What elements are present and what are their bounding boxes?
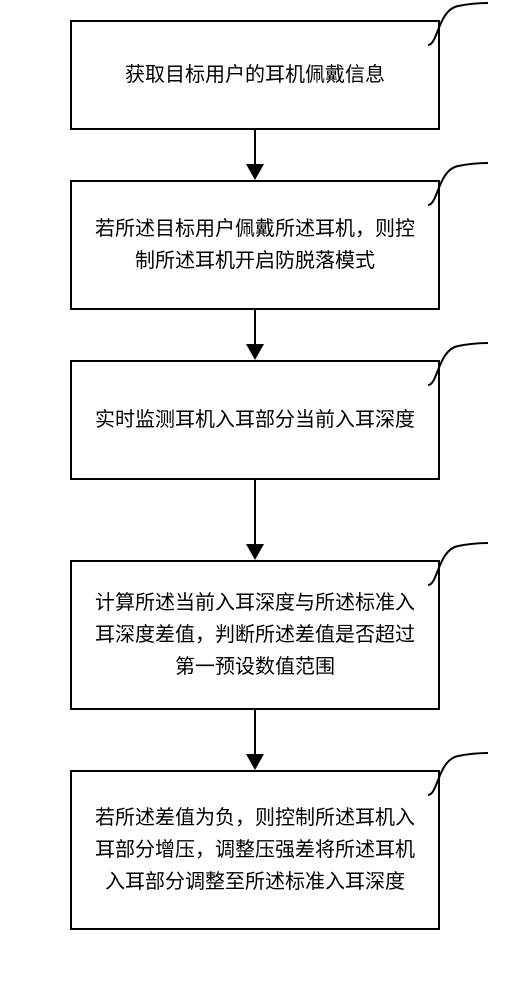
- flowchart-container: 获取目标用户的耳机佩戴信息S1 若所述目标用户佩戴所述耳机，则控制所述耳机开启防脱…: [30, 20, 480, 930]
- flow-node-text: 获取目标用户的耳机佩戴信息: [125, 59, 385, 91]
- flow-arrow-s2: [246, 310, 264, 360]
- flow-node-text: 实时监测耳机入耳部分当前入耳深度: [95, 404, 415, 436]
- arrow-shaft: [254, 130, 256, 164]
- leader-line-s4: [428, 540, 506, 590]
- arrow-head-icon: [246, 344, 264, 360]
- leader-line-s3: [428, 340, 506, 390]
- flow-arrow-s1: [246, 130, 264, 180]
- arrow-head-icon: [246, 754, 264, 770]
- flow-node-s1: 获取目标用户的耳机佩戴信息S1: [70, 20, 440, 130]
- flow-arrow-s4: [246, 710, 264, 770]
- arrow-shaft: [254, 310, 256, 344]
- flow-node-s4: 计算所述当前入耳深度与所述标准入耳深度差值，判断所述差值是否超过第一预设数值范围…: [70, 560, 440, 710]
- leader-line-s5: [428, 750, 506, 800]
- flow-node-text: 若所述差值为负，则控制所述耳机入耳部分增压，调整压强差将所述耳机入耳部分调整至所…: [94, 802, 416, 898]
- flow-node-text: 若所述目标用户佩戴所述耳机，则控制所述耳机开启防脱落模式: [94, 213, 416, 277]
- flow-node-s5: 若所述差值为负，则控制所述耳机入耳部分增压，调整压强差将所述耳机入耳部分调整至所…: [70, 770, 440, 930]
- flow-node-text: 计算所述当前入耳深度与所述标准入耳深度差值，判断所述差值是否超过第一预设数值范围: [94, 587, 416, 683]
- arrow-head-icon: [246, 544, 264, 560]
- arrow-head-icon: [246, 164, 264, 180]
- flow-arrow-s3: [246, 480, 264, 560]
- leader-line-s2: [428, 160, 506, 210]
- leader-line-s1: [428, 0, 506, 50]
- flow-node-s3: 实时监测耳机入耳部分当前入耳深度S3: [70, 360, 440, 480]
- flow-node-s2: 若所述目标用户佩戴所述耳机，则控制所述耳机开启防脱落模式S2: [70, 180, 440, 310]
- arrow-shaft: [254, 710, 256, 754]
- arrow-shaft: [254, 480, 256, 544]
